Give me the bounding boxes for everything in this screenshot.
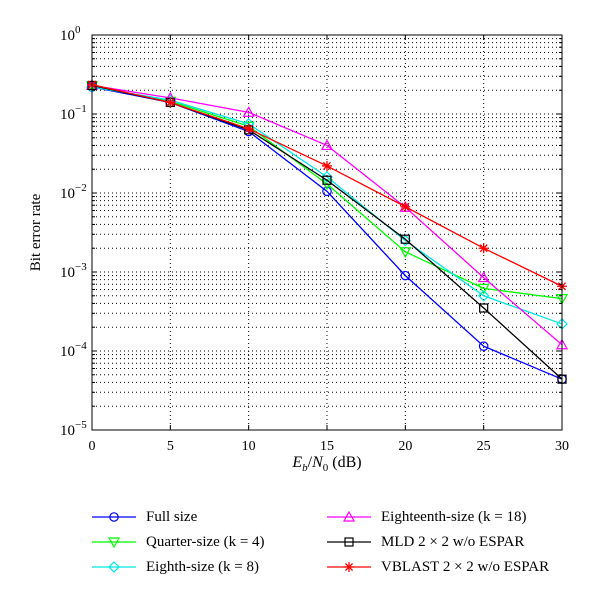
- data-point: [165, 97, 176, 108]
- legend-swatch: [92, 512, 136, 522]
- data-point: [322, 175, 332, 185]
- legend-item: VBLAST 2 × 2 w/o ESPAR: [325, 555, 549, 579]
- axis-ticks: 0 5 10 15 20 25 30 100 10−1 10−2 10−3 10−4 10−5: [60, 24, 569, 454]
- y-tick-label: 10−3: [60, 261, 87, 281]
- x-tick-label: 5: [167, 439, 174, 454]
- y-tick-label: 100: [60, 24, 81, 44]
- data-point: [322, 186, 332, 197]
- data-point: [322, 160, 332, 171]
- legend-marker: [344, 537, 354, 547]
- x-tick-label: 15: [320, 439, 334, 454]
- data-point: [400, 201, 411, 212]
- data-point: [477, 271, 490, 283]
- x-tick-label: 0: [89, 439, 96, 454]
- data-point: [478, 341, 489, 352]
- data-point: [477, 289, 490, 302]
- legend-label: Eighth-size (k = 8): [146, 558, 260, 575]
- x-tick-label: 20: [398, 439, 412, 454]
- legend-swatch: [327, 562, 371, 572]
- data-point: [320, 139, 334, 151]
- legend-item: Eighth-size (k = 8): [90, 555, 259, 579]
- legend-label: Full size: [146, 508, 198, 525]
- legend-swatch: [92, 561, 136, 573]
- x-tick-label: 25: [477, 439, 491, 454]
- data-point: [400, 270, 411, 281]
- legend-swatch: [327, 510, 371, 522]
- data-point: [321, 171, 333, 183]
- data-point: [243, 123, 254, 134]
- x-tick-label: 30: [555, 439, 569, 454]
- legend-item: Eighteenth-size (k = 18): [325, 505, 527, 529]
- plot-background: [92, 35, 562, 430]
- data-point: [399, 247, 412, 259]
- y-tick-label: 10−2: [60, 182, 87, 202]
- x-axis-label: Eb/N0 (dB): [291, 454, 361, 474]
- y-tick-label: 10−5: [60, 419, 87, 439]
- legend-marker: [342, 510, 356, 522]
- legend-marker: [109, 512, 119, 522]
- legend-swatch: [327, 537, 371, 547]
- legend-swatch: [92, 537, 136, 549]
- y-axis-label: Bit error rate: [28, 193, 44, 271]
- legend-marker: [107, 537, 121, 549]
- legend-item: MLD 2 × 2 w/o ESPAR: [325, 530, 524, 554]
- legend-label: Quarter-size (k = 4): [146, 533, 265, 550]
- legend-item: Quarter-size (k = 4): [90, 530, 265, 554]
- legend-label: MLD 2 × 2 w/o ESPAR: [381, 533, 525, 550]
- legend-label: Eighteenth-size (k = 18): [381, 508, 527, 525]
- y-tick-label: 10−4: [60, 340, 87, 360]
- data-point: [399, 234, 412, 247]
- legend-item: Full size: [90, 505, 197, 529]
- legend-marker: [108, 561, 120, 573]
- data-point: [478, 243, 489, 254]
- data-point: [242, 106, 255, 117]
- x-tick-label: 10: [242, 439, 256, 454]
- legend-label: VBLAST 2 × 2 w/o ESPAR: [381, 558, 550, 575]
- data-point: [479, 303, 489, 313]
- legend-marker: [344, 562, 354, 572]
- y-tick-label: 10−1: [60, 103, 87, 123]
- data-point: [477, 283, 490, 295]
- legend: Full size Quarter-size (k = 4) Eighth-size…: [90, 505, 600, 595]
- data-point: [400, 234, 410, 244]
